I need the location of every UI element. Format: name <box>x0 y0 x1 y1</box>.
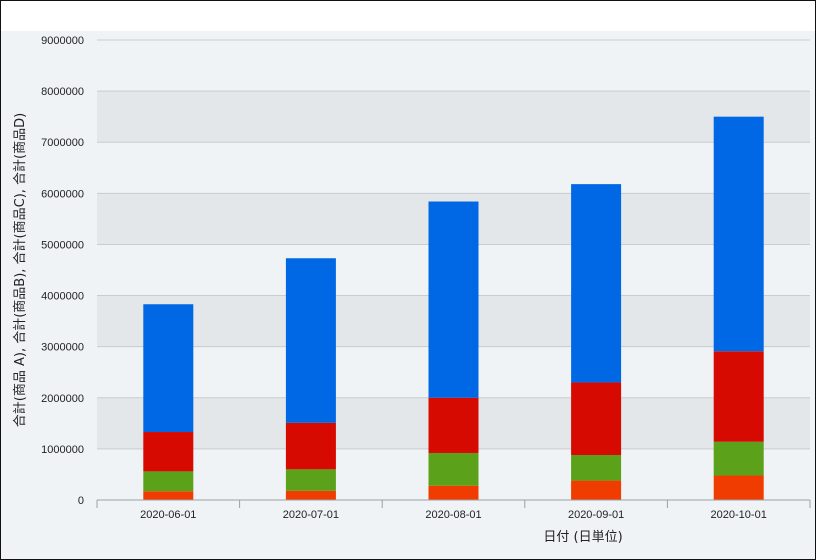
bar-segment[interactable] <box>571 455 622 481</box>
grid-band <box>97 91 810 143</box>
bars <box>143 116 764 500</box>
x-tick-label: 2020-10-01 <box>711 509 767 521</box>
y-tick-label: 9000000 <box>41 35 84 47</box>
bar-segment[interactable] <box>713 116 764 352</box>
x-tick-label: 2020-07-01 <box>283 509 339 521</box>
bar-segment[interactable] <box>428 485 479 500</box>
y-tick-label: 0 <box>78 495 84 507</box>
grid-bands <box>97 91 810 449</box>
bar-segment[interactable] <box>571 184 622 383</box>
bar-segment[interactable] <box>143 432 194 472</box>
y-tick-label: 5000000 <box>41 239 84 251</box>
bar-segment[interactable] <box>713 351 764 442</box>
bar-segment[interactable] <box>285 490 336 500</box>
bar-segment[interactable] <box>143 304 194 433</box>
x-axis <box>96 499 811 508</box>
y-tick-label: 8000000 <box>41 86 84 98</box>
bar-segment[interactable] <box>571 382 622 456</box>
y-tick-label: 7000000 <box>41 137 84 149</box>
bar-segment[interactable] <box>428 201 479 398</box>
y-tick-label: 2000000 <box>41 393 84 405</box>
bar-segment[interactable] <box>713 441 764 476</box>
y-tick-label: 6000000 <box>41 188 84 200</box>
y-tick-label: 1000000 <box>41 444 84 456</box>
x-tick-label: 2020-09-01 <box>568 509 624 521</box>
bar-segment[interactable] <box>285 258 336 423</box>
bar-segment[interactable] <box>143 471 194 492</box>
x-axis-label: 日付 (日単位) <box>543 529 622 545</box>
bar-segment[interactable] <box>285 422 336 470</box>
bar-segment[interactable] <box>713 475 764 500</box>
bar-segment[interactable] <box>571 480 622 500</box>
y-tick-label: 4000000 <box>41 291 84 303</box>
bar-segment[interactable] <box>143 491 194 500</box>
x-tick-label: 2020-06-01 <box>140 509 196 521</box>
bar-segment[interactable] <box>428 397 479 453</box>
y-tick-label: 3000000 <box>41 342 84 354</box>
y-tick-labels: 0 1000000 2000000 3000000 4000000 5000000 6000… <box>41 35 84 507</box>
bar-segment[interactable] <box>285 469 336 491</box>
bar-segment[interactable] <box>428 452 479 486</box>
x-tick-label: 2020-08-01 <box>425 509 481 521</box>
x-tick-labels: 2020-06-01 2020-07-01 2020-08-01 2020-09-01… <box>140 509 767 521</box>
y-axis-label: 合計(商品 A), 合計(商品B), 合計(商品C), 合計(商品D) <box>12 113 28 427</box>
